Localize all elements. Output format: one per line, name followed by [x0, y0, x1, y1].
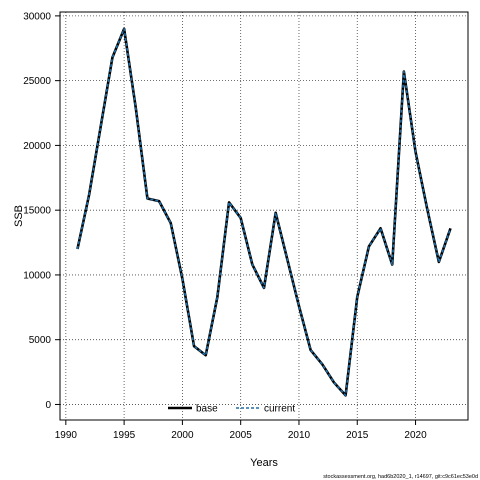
y-tick-label: 5000 [29, 335, 52, 346]
y-axis: 0 5000 10000 15000 20000 25000 30000 [23, 11, 60, 411]
y-tick-label: 25000 [23, 76, 51, 87]
x-tick-label: 2005 [230, 430, 253, 441]
x-tick-label: 1990 [55, 430, 78, 441]
y-tick-label: 30000 [23, 11, 51, 22]
x-tick-label: 2020 [404, 430, 427, 441]
x-tick-label: 2010 [288, 430, 311, 441]
x-tick-label: 2015 [346, 430, 369, 441]
y-tick-label: 0 [45, 400, 51, 411]
legend-label-base: base [196, 404, 218, 415]
x-tick-label: 2000 [171, 430, 194, 441]
y-tick-label: 10000 [23, 270, 51, 281]
plot-frame [59, 11, 469, 421]
series-lines [76, 27, 452, 397]
grid-lines [60, 12, 468, 420]
footer-note: stockassessment.org, had6b2020_1, r14697… [323, 474, 478, 480]
y-tick-label: 15000 [23, 206, 51, 217]
x-axis-title: Years [250, 457, 278, 469]
legend-label-current: current [264, 404, 295, 415]
x-axis: 1990 1995 2000 2005 2010 2015 2020 [55, 420, 427, 441]
series-line-current [76, 28, 452, 397]
legend: base current [168, 404, 295, 415]
series-line-base [76, 27, 452, 397]
y-axis-title: SSB [13, 205, 25, 227]
y-tick-label: 20000 [23, 141, 51, 152]
x-tick-label: 1995 [113, 430, 136, 441]
